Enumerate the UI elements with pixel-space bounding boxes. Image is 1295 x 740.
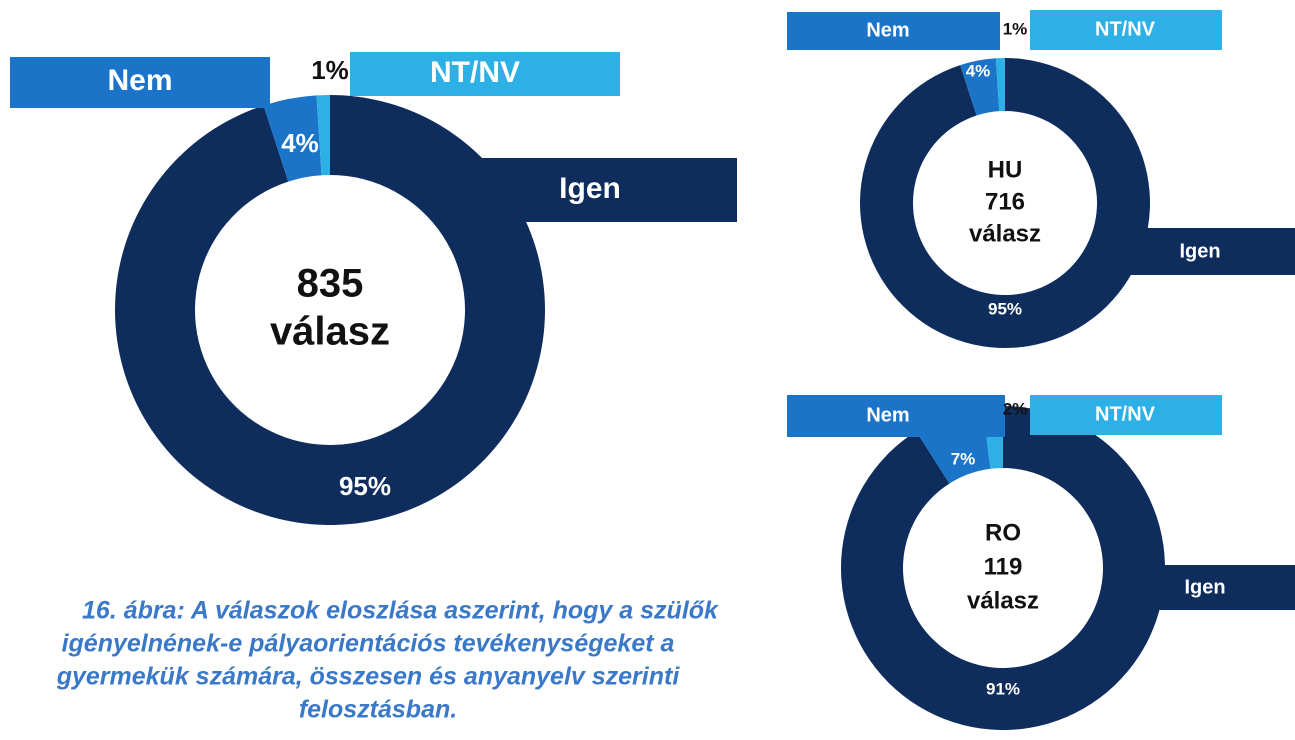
legend-label: Igen [1179,240,1220,262]
data-label: 7% [951,449,976,468]
center-label: válasz [270,310,390,354]
caption: igényelnének-e pályaorientációs tevékeny… [62,630,675,658]
data-label: 4% [966,61,991,80]
donut-segment [960,58,1000,116]
donut-segment [263,95,322,182]
center-label: 835 [297,262,364,306]
data-label: 95% [988,299,1022,318]
legend-box [1100,228,1295,275]
data-label: 1% [311,55,349,85]
center-label: válasz [969,220,1041,247]
legend-box [10,57,270,108]
center-label: válasz [967,587,1039,614]
center-label: RO [985,519,1021,546]
legend-label: NT/NV [1095,18,1156,40]
legend-box [1110,565,1295,610]
legend-box [1030,10,1222,50]
caption: 16. ábra: A válaszok eloszlása aszerint,… [82,597,719,625]
legend-box [1030,395,1222,435]
legend-label: NT/NV [430,56,520,89]
donut-segment [316,95,330,176]
data-label: 2% [1003,399,1028,418]
donut-segment [995,58,1005,112]
legend-label: NT/NV [1095,403,1156,425]
legend-label: Nem [866,19,909,41]
donut-segment [860,58,1151,348]
caption: gyermekük számára, összesen és anyanyelv… [56,663,681,691]
data-label: 4% [281,128,319,158]
legend-box [350,52,620,96]
legend-box [787,12,1000,50]
legend-label: Nem [866,404,909,426]
legend-label: Igen [1184,576,1225,598]
legend-label: Nem [107,64,172,97]
caption: felosztásban. [299,696,457,724]
legend-box [465,158,737,222]
center-label: HU [988,156,1023,183]
data-label: 1% [1003,19,1028,38]
center-label: 119 [984,553,1023,580]
data-label: 91% [986,679,1020,698]
legend-box [787,395,1005,437]
center-label: 716 [985,188,1025,215]
donut-segment [841,406,1165,731]
legend-label: Igen [559,172,621,205]
donut-segment [114,95,545,525]
data-label: 95% [339,471,391,501]
